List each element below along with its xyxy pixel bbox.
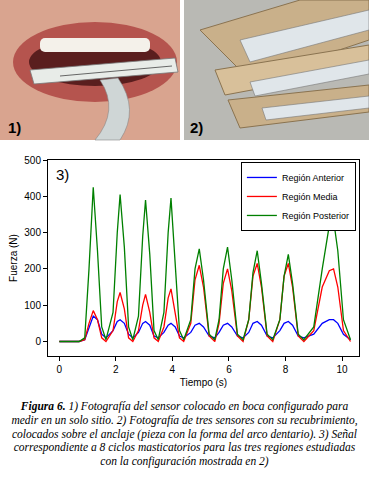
svg-text:4: 4: [170, 364, 176, 375]
svg-text:8: 8: [283, 364, 289, 375]
svg-text:Fuerza (N): Fuerza (N): [8, 234, 19, 282]
svg-text:100: 100: [24, 300, 41, 311]
svg-text:3): 3): [56, 166, 69, 183]
svg-text:2: 2: [113, 364, 119, 375]
svg-text:300: 300: [24, 227, 41, 238]
svg-text:Tiempo (s): Tiempo (s): [180, 377, 227, 388]
svg-text:0: 0: [35, 336, 41, 347]
svg-text:Región Media: Región Media: [282, 192, 338, 202]
svg-text:500: 500: [24, 155, 41, 166]
svg-text:0: 0: [57, 364, 63, 375]
svg-text:200: 200: [24, 263, 41, 274]
svg-text:2): 2): [190, 119, 203, 136]
svg-text:Región Posterior: Región Posterior: [282, 211, 349, 221]
svg-text:400: 400: [24, 191, 41, 202]
svg-text:Región Anterior: Región Anterior: [282, 173, 344, 183]
svg-text:6: 6: [226, 364, 232, 375]
svg-text:1): 1): [8, 119, 21, 136]
html-text:Figura 6. 1) Fotografía del se: Figura 6. 1) Fotografía del sensor coloc…: [11, 400, 358, 468]
svg-text:10: 10: [336, 364, 348, 375]
